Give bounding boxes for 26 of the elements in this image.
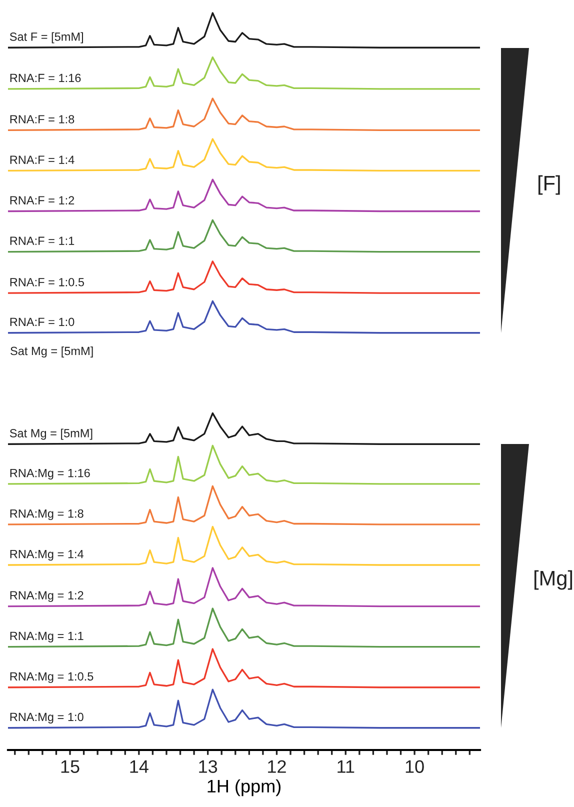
series-label: RNA:Mg = 1:0	[10, 712, 84, 724]
series-label: RNA:F = 1:4	[10, 156, 74, 164]
x-tick-label: 15	[61, 760, 80, 773]
series-label: RNA:F = 1:1	[10, 236, 74, 245]
series-label: RNA:Mg = 1:4	[10, 550, 84, 561]
series-label: RNA:F = 1:8	[10, 115, 74, 124]
series-label: RNA:Mg = 1:2	[10, 591, 84, 602]
series-label: RNA:Mg = 1:0.5	[10, 672, 94, 683]
series-label: RNA:Mg = 1:16	[10, 468, 90, 480]
x-tick-label: 14	[130, 760, 148, 773]
series-label: RNA:F = 1:0	[10, 318, 74, 326]
series-label: Sat Mg = [5mM]	[10, 428, 92, 440]
x-tick-label: 10	[406, 760, 424, 773]
x-tick-label: 11	[338, 760, 354, 773]
series-label: RNA:Mg = 1:1	[10, 632, 84, 642]
series-label: RNA:F = 1:2	[10, 196, 74, 204]
x-axis-title: 1H (ppm)	[208, 779, 281, 796]
series-label: RNA:F = 1:16	[10, 74, 81, 82]
text: [F]	[538, 175, 560, 195]
x-tick-label: 13	[199, 760, 218, 773]
text: [Mg]	[534, 570, 572, 590]
annotation: Sat Mg = [5mM]	[10, 346, 93, 358]
series-label: RNA:Mg = 1:8	[10, 509, 84, 520]
series-label: Sat F = [5mM]	[10, 32, 83, 44]
series-label: RNA:F = 1:0.5	[10, 278, 84, 286]
x-tick-label: 12	[268, 760, 286, 773]
